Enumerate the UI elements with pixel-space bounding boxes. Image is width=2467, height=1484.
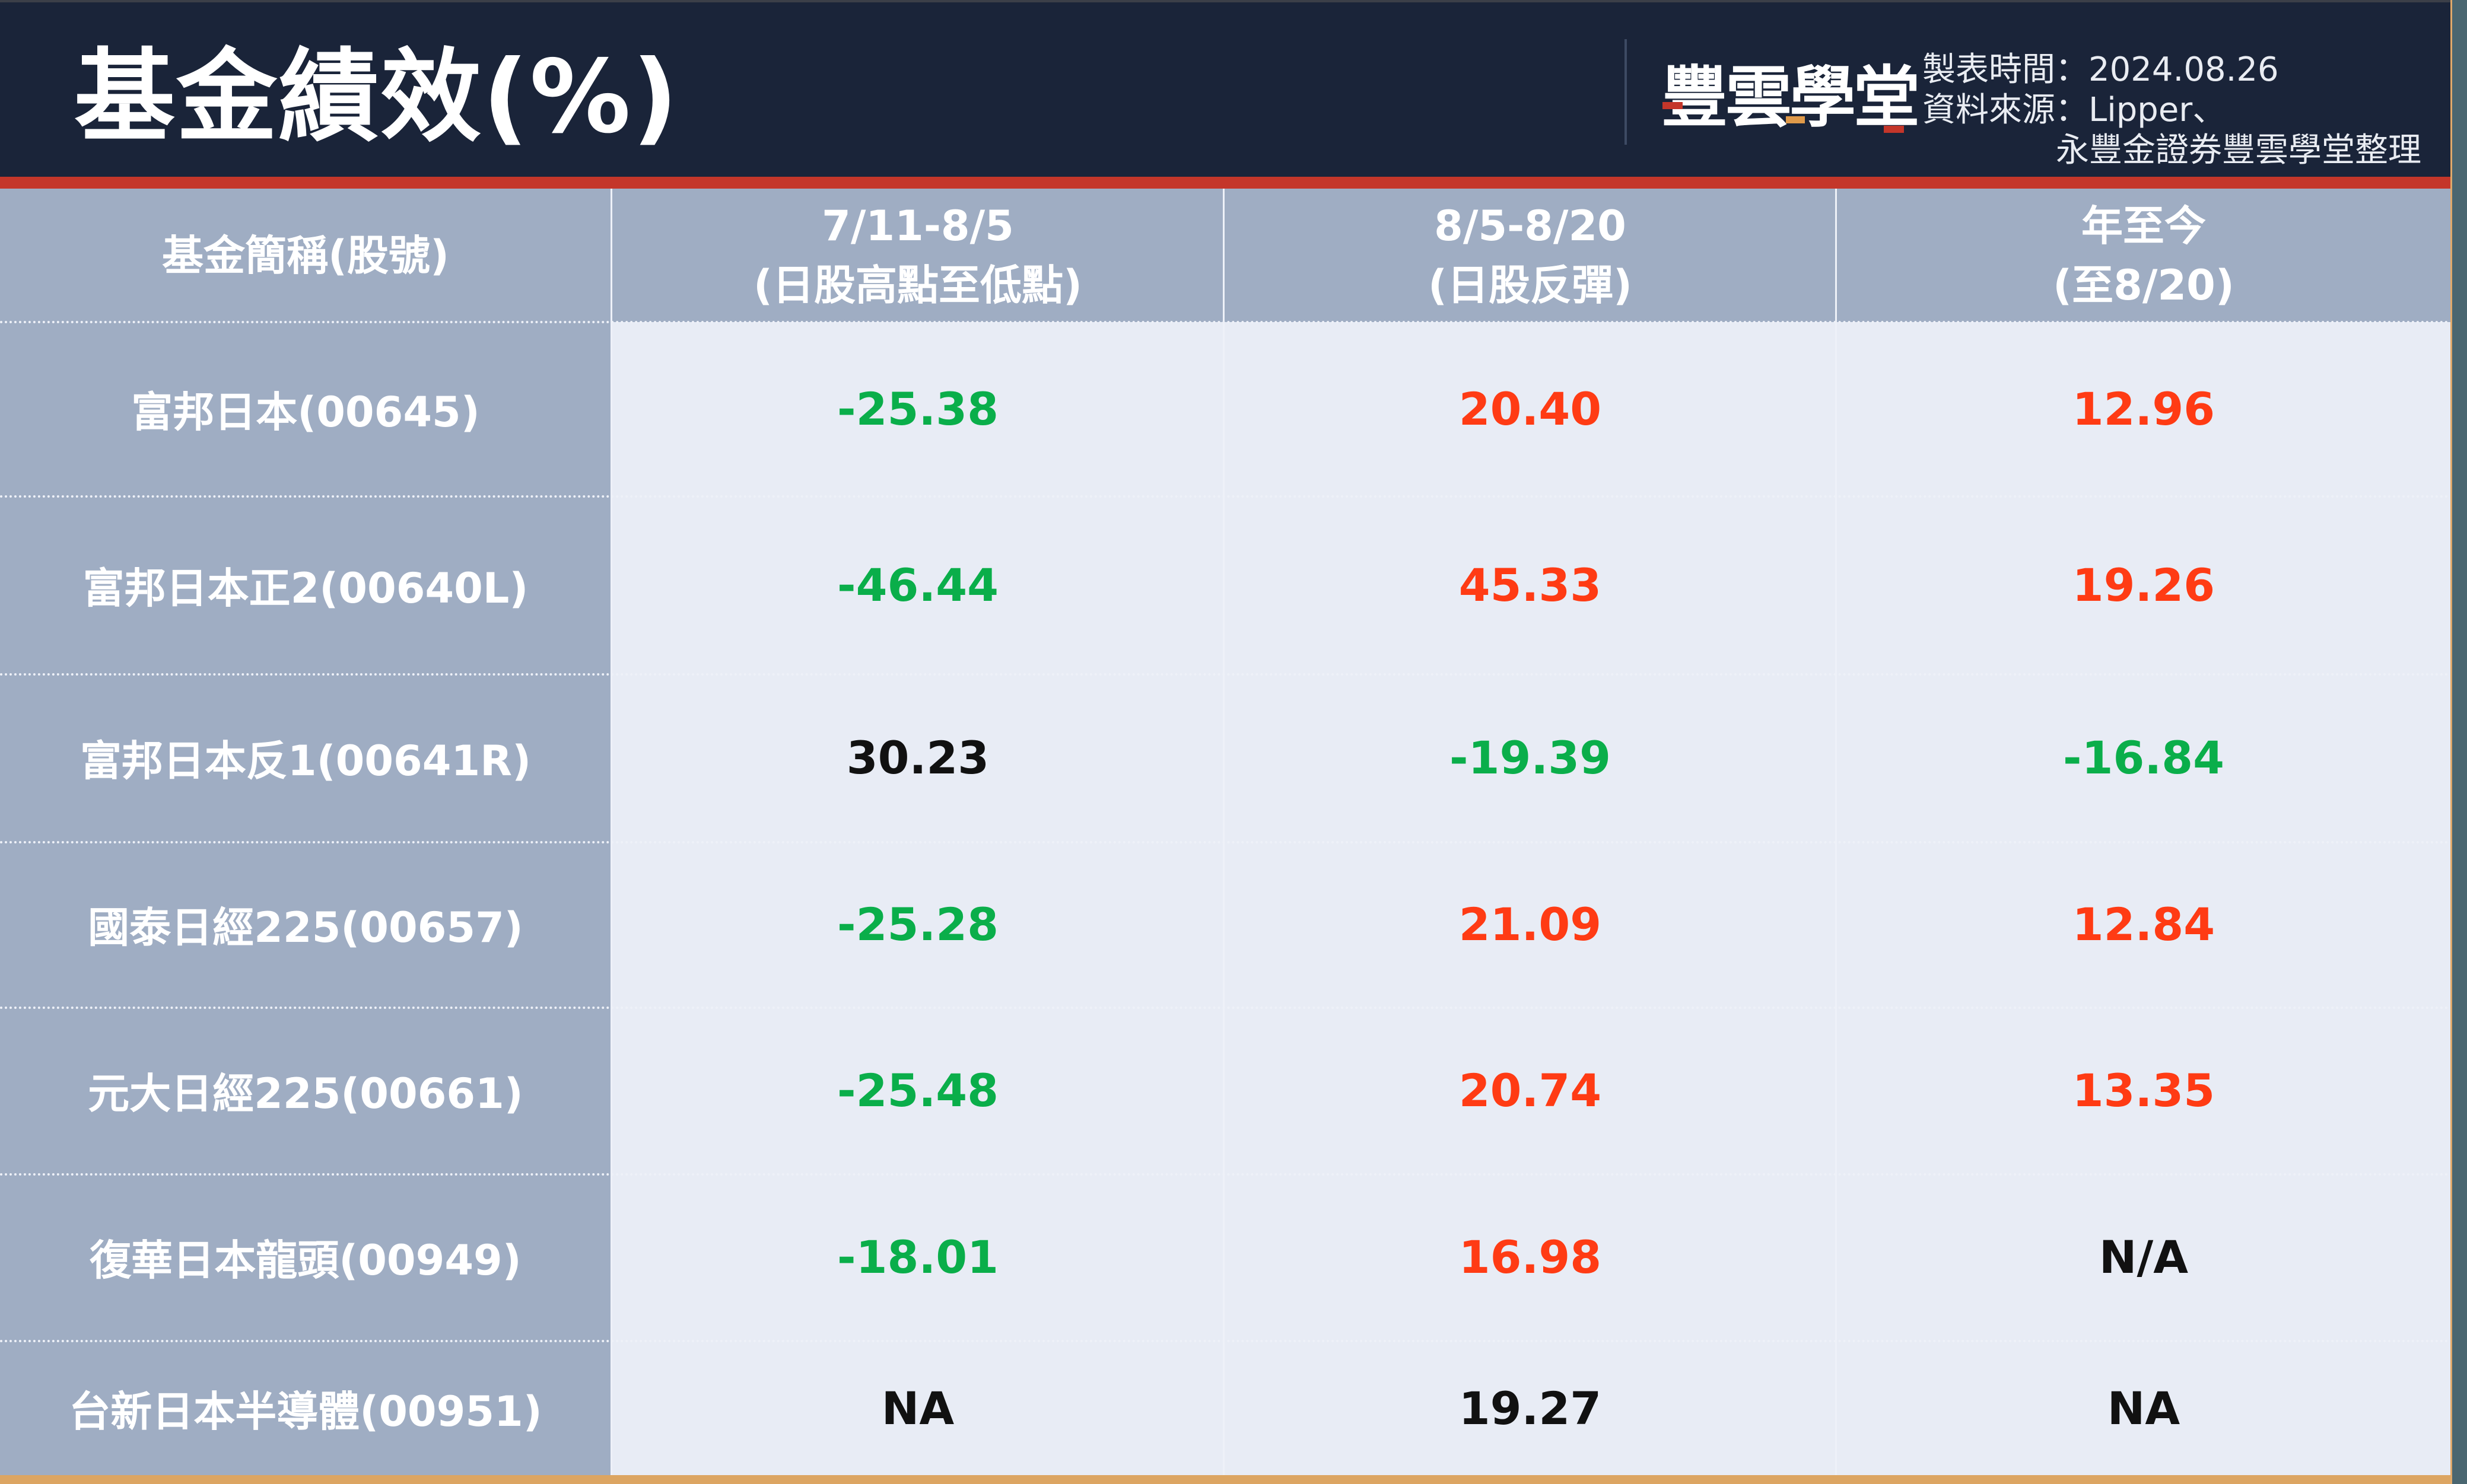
chart-meta: 製表時間：2024.08.26 資料來源：Lipper、 永豐金證券豐雲學堂整理 <box>1922 50 2421 171</box>
fund-name-cell: 富邦日本正2(00640L) <box>82 563 529 613</box>
meta-source-label: 資料來源： <box>1922 91 2088 129</box>
value-cell: NA <box>881 1382 955 1435</box>
meta-source-value: Lipper、 <box>2088 91 2226 129</box>
fund-name-cell: 富邦日本(00645) <box>131 387 480 437</box>
column-header-sublabel: (至8/20) <box>2053 260 2234 310</box>
value-cell: -19.39 <box>1449 731 1611 784</box>
column-header-label: 8/5-8/20 <box>1434 201 1626 250</box>
logo-red-mark-1 <box>1662 102 1683 109</box>
column-header-fund-name: 基金簡稱(股號) <box>0 189 611 322</box>
row-divider <box>0 673 2450 676</box>
column-header-sublabel: (日股高點至低點) <box>754 260 1082 310</box>
logo-red-mark-2 <box>1884 126 1904 133</box>
column-header-period-drop: 7/11-8/5 (日股高點至低點) <box>612 189 1223 322</box>
fund-name-cell: 富邦日本反1(00641R) <box>80 737 532 785</box>
meta-date-row: 製表時間：2024.08.26 <box>1922 50 2421 90</box>
header-row-bg <box>0 189 2450 322</box>
value-cell: 19.26 <box>2072 558 2215 612</box>
meta-source-row: 資料來源：Lipper、 <box>1922 90 2421 130</box>
name-column-bg <box>0 189 611 1476</box>
column-header-label: 基金簡稱(股號) <box>162 231 449 280</box>
value-cell: -16.84 <box>2063 731 2224 784</box>
value-cell: 13.35 <box>2072 1064 2215 1117</box>
row-divider <box>0 321 2450 323</box>
column-header-label: 7/11-8/5 <box>822 201 1014 250</box>
fund-performance-table: 基金簡稱(股號) 7/11-8/5 (日股高點至低點) 8/5-8/20 (日股… <box>0 189 2450 1476</box>
row-divider <box>0 495 2450 498</box>
value-cell: -25.48 <box>837 1064 999 1117</box>
value-cell: 21.09 <box>1458 898 1602 951</box>
column-header-ytd: 年至今 (至8/20) <box>1837 189 2450 322</box>
fund-name-cell: 復華日本龍頭(00949) <box>90 1236 522 1285</box>
column-divider <box>1835 189 1837 1476</box>
meta-date-value: 2024.08.26 <box>2088 50 2279 89</box>
column-divider <box>1223 189 1225 1476</box>
value-cell: 19.27 <box>1458 1382 1602 1435</box>
meta-date-label: 製表時間： <box>1922 50 2088 89</box>
page-title: 基金績效(%) <box>74 39 679 156</box>
value-cell: NA <box>2107 1382 2180 1435</box>
value-cell: 45.33 <box>1458 558 1602 612</box>
value-cell: 16.98 <box>1458 1231 1602 1284</box>
brand-logo: 豐雲學堂 <box>1661 59 1920 136</box>
value-cell: 20.74 <box>1458 1064 1602 1117</box>
column-header-label: 年至今 <box>2081 201 2206 250</box>
value-cell: 20.40 <box>1458 382 1602 435</box>
logo-orange-mark <box>1786 116 1805 123</box>
header-accent-bar <box>0 177 2450 189</box>
column-header-sublabel: (日股反彈) <box>1428 260 1632 310</box>
fund-name-cell: 台新日本半導體(00951) <box>69 1387 542 1436</box>
row-divider <box>0 841 2450 843</box>
value-cell: -25.38 <box>837 382 999 435</box>
value-cell: 12.84 <box>2072 898 2215 951</box>
row-divider <box>0 1007 2450 1009</box>
value-cell: 30.23 <box>846 731 990 784</box>
fund-name-cell: 國泰日經225(00657) <box>88 903 523 952</box>
header-divider <box>1624 39 1627 145</box>
value-cell: -46.44 <box>837 558 999 612</box>
top-edge-line <box>0 0 2450 2</box>
value-cell: N/A <box>2099 1231 2189 1284</box>
column-header-period-rebound: 8/5-8/20 (日股反彈) <box>1225 189 1836 322</box>
row-divider <box>0 1173 2450 1176</box>
value-cell: -18.01 <box>837 1231 999 1284</box>
column-divider <box>611 189 612 1476</box>
header-bar: 基金績效(%) 豐雲學堂 製表時間：2024.08.26 資料來源：Lipper… <box>0 2 2450 177</box>
fund-name-cell: 元大日經225(00661) <box>88 1069 523 1118</box>
value-cell: -25.28 <box>837 898 999 951</box>
meta-source-line2: 永豐金證券豐雲學堂整理 <box>2056 131 2421 170</box>
brand-logo-text: 豐雲學堂 <box>1661 59 1920 136</box>
row-divider <box>0 1340 2450 1342</box>
value-cell: 12.96 <box>2072 382 2215 435</box>
bottom-accent-bar <box>0 1475 2450 1484</box>
